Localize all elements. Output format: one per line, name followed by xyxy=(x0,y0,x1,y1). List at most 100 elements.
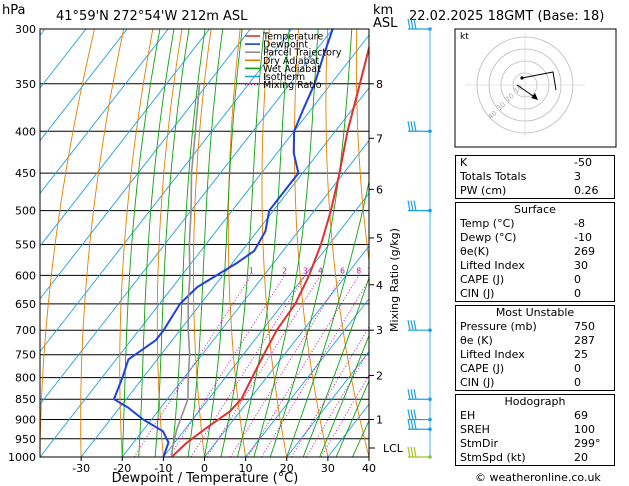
surface-row: CIN (J) 0 xyxy=(456,287,614,301)
isotherm-line xyxy=(80,87,369,457)
hodo-row: EH 69 xyxy=(456,409,614,423)
wet-adiabat-line xyxy=(138,29,175,457)
row-label: θe(K) xyxy=(460,245,490,258)
wind-barb-flag xyxy=(407,409,411,420)
mixing-ratio-line xyxy=(247,275,360,457)
legend-label: Mixing Ratio xyxy=(263,80,322,91)
mixing-ratio-line xyxy=(261,278,369,457)
wind-barb-flag xyxy=(413,389,417,400)
hodograph-table-box: Hodograph EH 69 SREH 100 StmDir 299° StmSpd… xyxy=(455,394,615,466)
hodo-row: StmSpd (kt) 20 xyxy=(456,451,614,465)
row-label: SREH xyxy=(460,423,490,436)
mixing-ratio-line xyxy=(133,275,252,457)
wind-barb-flag xyxy=(410,389,414,400)
hodo-row: StmDir 299° xyxy=(456,437,614,451)
wind-barb-flag xyxy=(407,121,411,132)
row-value: 299° xyxy=(574,437,601,450)
isotherm-line xyxy=(40,29,251,300)
wind-barb-flag xyxy=(410,409,414,420)
dry-adiabat-line xyxy=(40,29,95,457)
mixing-ratio-label: 20 xyxy=(409,266,419,275)
index-row-pw: PW (cm) 0.26 xyxy=(456,184,614,198)
pressure-tick-label: 800 xyxy=(15,372,36,385)
wind-barb-flag xyxy=(407,446,411,458)
wind-barbs xyxy=(407,18,432,459)
hodograph-table-title: Hodograph xyxy=(504,395,566,408)
dry-adiabat-line xyxy=(355,29,369,264)
wet-adiabat-line xyxy=(187,29,224,457)
wind-barb-flag xyxy=(410,320,414,331)
km-tick-label: 4 xyxy=(376,279,383,292)
x-tick-label: 0 xyxy=(201,462,208,475)
pressure-tick-label: 600 xyxy=(15,269,36,282)
isotherm-line xyxy=(204,245,369,457)
row-label: Dewp (°C) xyxy=(460,231,517,244)
index-row-k: K -50 xyxy=(456,156,614,170)
surface-title: Surface xyxy=(514,203,556,216)
wet-adiabat-line xyxy=(171,29,206,457)
wet-adiabat-line xyxy=(302,276,369,457)
pressure-tick-label: 900 xyxy=(15,414,36,427)
row-value: 100 xyxy=(574,423,595,436)
background-lines: 1 2 3 4 6 8 10 16 20 25 xyxy=(40,29,419,457)
km-tick-label: 8 xyxy=(376,78,383,91)
wind-barb-flag xyxy=(410,200,414,211)
dry-adiabat-line xyxy=(261,29,288,457)
dry-adiabat-line xyxy=(227,29,247,457)
row-label: StmSpd (kt) xyxy=(460,451,526,464)
km-tick-label: 2 xyxy=(376,369,383,382)
location-title: 41°59'N 272°54'W 212m ASL xyxy=(56,9,248,24)
row-value: 0 xyxy=(574,362,581,375)
isotherm-line xyxy=(245,298,369,457)
wet-adiabat-line xyxy=(154,29,190,457)
surface-box: Surface Temp (°C) -8 Dewp (°C) -10 θe(K) 26… xyxy=(455,202,615,302)
km-tick-label: 3 xyxy=(376,324,383,337)
wind-barb-flag xyxy=(407,200,411,211)
wet-adiabat-line xyxy=(335,379,369,457)
legend-label: Dry Adiabat xyxy=(263,56,320,67)
isotherm-line xyxy=(40,29,334,406)
index-label: Totals Totals xyxy=(460,170,527,183)
profile-line-dewpoint xyxy=(112,29,334,457)
wind-barb-flag xyxy=(407,18,411,30)
mixing-ratio-line xyxy=(190,275,306,457)
wind-barb-flag xyxy=(413,409,417,420)
wet-adiabat-line xyxy=(220,29,265,457)
legend-label: Parcel Trajectory xyxy=(263,48,342,59)
hodograph-ring-label: 20 xyxy=(504,92,516,104)
dry-adiabat-line xyxy=(325,29,369,457)
isotherm-line xyxy=(40,29,128,142)
x-tick-label: 40 xyxy=(362,462,376,475)
mixing-ratio-label: 4 xyxy=(318,266,323,275)
hodo-row: SREH 100 xyxy=(456,423,614,437)
mixing-ratio-label: 3 xyxy=(303,266,308,275)
pressure-tick-label: 350 xyxy=(15,78,36,91)
row-label: CIN (J) xyxy=(460,287,495,300)
hodograph-ring-label: 10 xyxy=(513,83,525,95)
x-tick-label: 30 xyxy=(321,462,335,475)
pressure-tick-label: 650 xyxy=(15,298,36,311)
wind-barb-flag xyxy=(410,121,414,132)
hpa-label: hPa xyxy=(2,3,25,18)
x-tick-label: -30 xyxy=(72,462,90,475)
mu-row: θe (K) 287 xyxy=(456,334,614,348)
row-value: 0 xyxy=(574,273,581,286)
row-label: Pressure (mb) xyxy=(460,320,537,333)
mixing-ratio-label: 6 xyxy=(340,266,345,275)
km-tick-label: 7 xyxy=(376,132,383,145)
hodograph-frame xyxy=(454,28,617,148)
indices-box: K -50 Totals Totals 3 PW (cm) 0.26 xyxy=(455,155,615,199)
hodograph-start-dot xyxy=(520,76,524,80)
row-label: EH xyxy=(460,409,476,422)
wind-barb-flag xyxy=(410,419,414,430)
row-value: 269 xyxy=(574,245,595,258)
wind-barb-flag xyxy=(407,419,411,430)
legend-label: Temperature xyxy=(262,32,323,43)
hodograph-arrowhead xyxy=(531,93,538,100)
row-label: CAPE (J) xyxy=(460,273,505,286)
pressure-tick-label: 550 xyxy=(15,238,36,251)
wind-barb-flag xyxy=(407,320,411,331)
wind-barb-flag xyxy=(413,419,417,430)
index-label: K xyxy=(460,156,468,169)
